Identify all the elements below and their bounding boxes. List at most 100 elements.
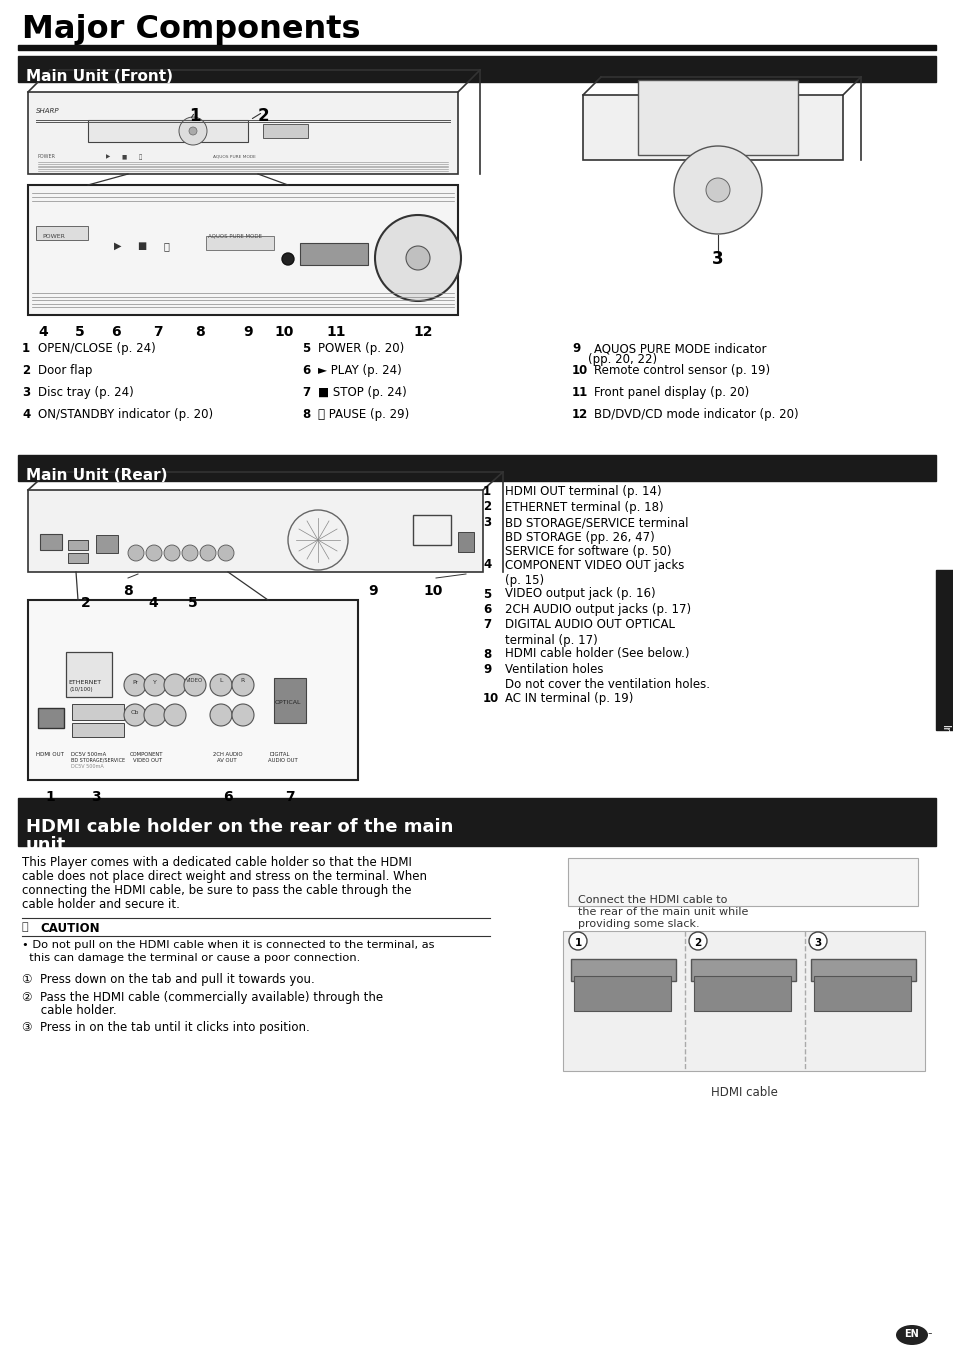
Bar [206,236,274,250]
Text: 9: 9 [572,343,579,355]
Circle shape [184,674,206,696]
Bar [263,125,308,138]
Bar [582,95,842,160]
Bar [18,56,935,83]
Circle shape [128,546,144,561]
Circle shape [282,253,294,265]
Text: AC IN terminal (p. 19): AC IN terminal (p. 19) [504,692,633,705]
Circle shape [164,546,180,561]
Text: 2: 2 [81,596,91,611]
Bar [66,653,112,697]
Bar [18,798,935,846]
Text: VIDEO OUT: VIDEO OUT [132,758,162,764]
Text: 5: 5 [75,325,85,338]
Circle shape [688,932,706,951]
Text: AQUOS PURE MODE indicator: AQUOS PURE MODE indicator [594,343,765,355]
Circle shape [182,546,198,561]
Text: VIDEO: VIDEO [186,678,203,682]
Bar [18,455,935,481]
Text: 6: 6 [112,325,121,338]
Circle shape [189,127,196,135]
Text: AUDIO OUT: AUDIO OUT [268,758,297,764]
Text: cable does not place direct weight and stress on the terminal. When: cable does not place direct weight and s… [22,871,427,883]
Text: 1: 1 [45,789,55,804]
Text: CAUTION: CAUTION [40,922,99,936]
Text: 3: 3 [814,938,821,948]
Text: Ventilation holes: Ventilation holes [504,663,603,676]
Bar [935,570,953,730]
Text: HDMI cable: HDMI cable [710,1086,777,1099]
Text: 1: 1 [22,343,30,355]
Text: cable holder and secure it.: cable holder and secure it. [22,898,180,911]
Circle shape [406,246,430,269]
Bar [36,226,88,240]
Text: providing some slack.: providing some slack. [578,919,699,929]
Text: 6: 6 [482,603,491,616]
Text: Main Unit (Front): Main Unit (Front) [26,69,172,84]
Text: 10: 10 [482,692,498,705]
Text: 3: 3 [91,789,101,804]
Text: BD STORAGE (pp. 26, 47): BD STORAGE (pp. 26, 47) [504,532,654,544]
Bar [810,959,915,982]
Text: 7: 7 [302,386,310,399]
Bar [638,80,797,154]
Circle shape [232,704,253,726]
Text: ► PLAY (p. 24): ► PLAY (p. 24) [317,364,401,376]
Text: 4: 4 [22,408,30,421]
Text: BD/DVD/CD mode indicator (p. 20): BD/DVD/CD mode indicator (p. 20) [594,408,798,421]
Text: 12: 12 [572,408,588,421]
Text: 11: 11 [326,325,345,338]
Text: POWER: POWER [38,154,56,158]
Bar [71,704,124,720]
Bar [574,976,670,1011]
Text: ETHERNET: ETHERNET [68,680,101,685]
Circle shape [210,674,232,696]
Circle shape [808,932,826,951]
Circle shape [179,116,207,145]
Bar [299,242,368,265]
Text: L: L [219,678,222,682]
Text: Connect the HDMI cable to: Connect the HDMI cable to [578,895,726,904]
Bar [96,535,118,552]
Bar [457,532,474,552]
Bar [567,858,917,906]
Text: Front panel display (p. 20): Front panel display (p. 20) [594,386,748,399]
Text: HDMI cable holder (See below.): HDMI cable holder (See below.) [504,647,689,661]
Circle shape [218,546,233,561]
Text: 5: 5 [302,343,310,355]
Bar [413,515,451,546]
Text: Introduction: Introduction [939,724,949,792]
Text: ②  Pass the HDMI cable (commercially available) through the: ② Pass the HDMI cable (commercially avai… [22,991,383,1005]
Text: 9: 9 [368,584,377,598]
Text: ⏸: ⏸ [163,241,169,250]
Text: 11: 11 [572,386,588,399]
Text: ETHERNET terminal (p. 18): ETHERNET terminal (p. 18) [504,501,663,513]
Text: Main Unit (Rear): Main Unit (Rear) [26,468,168,483]
Text: AQUOS PURE MODE: AQUOS PURE MODE [213,154,255,158]
Bar [813,976,910,1011]
Text: ▶: ▶ [106,154,110,158]
Text: 4: 4 [38,325,48,338]
Text: DC5V 500mA: DC5V 500mA [71,764,104,769]
Text: 7: 7 [482,619,491,631]
Text: Cb: Cb [131,709,139,715]
Circle shape [146,546,162,561]
Text: ⎯ PAUSE (p. 29): ⎯ PAUSE (p. 29) [317,408,409,421]
Circle shape [375,215,460,301]
Text: 8: 8 [123,584,132,598]
Bar [71,723,124,737]
Text: BD STORAGE/SERVICE: BD STORAGE/SERVICE [71,758,125,764]
Text: connecting the HDMI cable, be sure to pass the cable through the: connecting the HDMI cable, be sure to pa… [22,884,411,896]
Text: 5: 5 [188,596,197,611]
Text: (10/100): (10/100) [70,686,93,692]
Text: 3: 3 [712,250,723,268]
Text: POWER (p. 20): POWER (p. 20) [317,343,404,355]
Text: 10: 10 [572,364,588,376]
Text: (pp. 20, 22): (pp. 20, 22) [587,353,657,366]
Text: ■ STOP (p. 24): ■ STOP (p. 24) [317,386,406,399]
Circle shape [164,674,186,696]
Bar [68,540,88,550]
Text: 10: 10 [423,584,442,598]
Text: 10: 10 [274,325,294,338]
Circle shape [210,704,232,726]
